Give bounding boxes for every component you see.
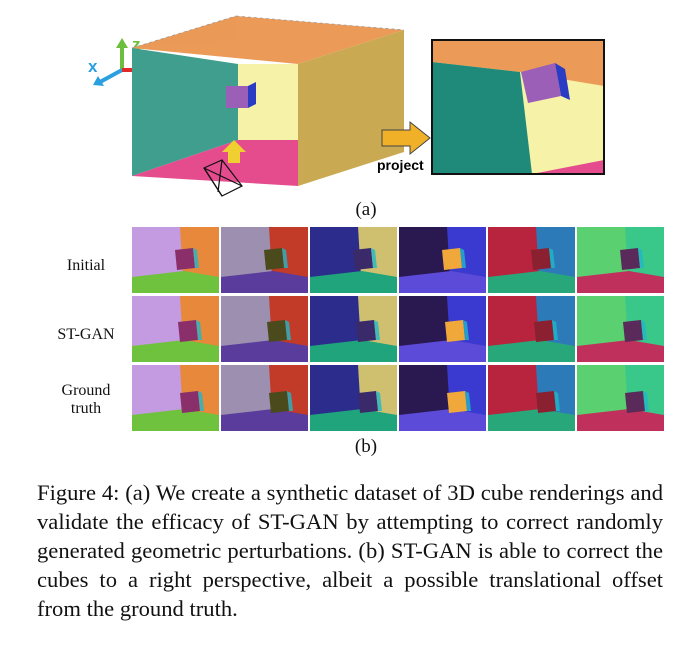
thumbnail-r1-c1 bbox=[221, 296, 308, 362]
thumbnail-r2-c2 bbox=[310, 365, 397, 431]
figure-a-illustration: z x y project bbox=[88, 15, 605, 197]
row-label-initial: Initial bbox=[66, 257, 106, 274]
thumbnail-r0-c3 bbox=[399, 227, 486, 293]
thumbnail-r0-c4 bbox=[488, 227, 575, 293]
inner-cube-front bbox=[226, 86, 248, 108]
thumbnail-r1-c0 bbox=[132, 296, 219, 362]
camera-wireframe bbox=[203, 159, 243, 197]
room-right-wall bbox=[298, 30, 404, 186]
figure-a-label: (a) bbox=[355, 199, 377, 220]
axis-z-label: z bbox=[132, 35, 141, 54]
thumbnail-r0-c5 bbox=[577, 227, 664, 293]
project-arrow bbox=[381, 120, 431, 156]
projected-image bbox=[431, 39, 605, 175]
figure-caption: Figure 4: (a) We create a synthetic data… bbox=[37, 480, 663, 621]
row-label-st-gan: ST-GAN bbox=[57, 326, 115, 343]
inner-cube-side bbox=[248, 82, 256, 108]
thumbnail-r2-c0 bbox=[132, 365, 219, 431]
thumbnail-r2-c5 bbox=[577, 365, 664, 431]
axis-x-label: x bbox=[88, 57, 98, 76]
thumbnail-r2-c3 bbox=[399, 365, 486, 431]
row-label-ground-truth: Ground truth bbox=[61, 382, 111, 417]
thumbnail-r0-c1 bbox=[221, 227, 308, 293]
figure-b-label: (b) bbox=[354, 436, 378, 457]
thumbnail-r2-c1 bbox=[221, 365, 308, 431]
thumbnail-r0-c0 bbox=[132, 227, 219, 293]
room-back-wall bbox=[238, 64, 298, 140]
thumbnail-r1-c3 bbox=[399, 296, 486, 362]
thumbnail-r1-c5 bbox=[577, 296, 664, 362]
room-box bbox=[131, 15, 405, 197]
thumbnail-r1-c4 bbox=[488, 296, 575, 362]
camera-arrow bbox=[222, 140, 246, 163]
thumbnail-r2-c4 bbox=[488, 365, 575, 431]
project-label: project bbox=[377, 157, 424, 173]
room-left-wall bbox=[132, 48, 238, 176]
thumbnail-r0-c2 bbox=[310, 227, 397, 293]
thumbnail-r1-c2 bbox=[310, 296, 397, 362]
